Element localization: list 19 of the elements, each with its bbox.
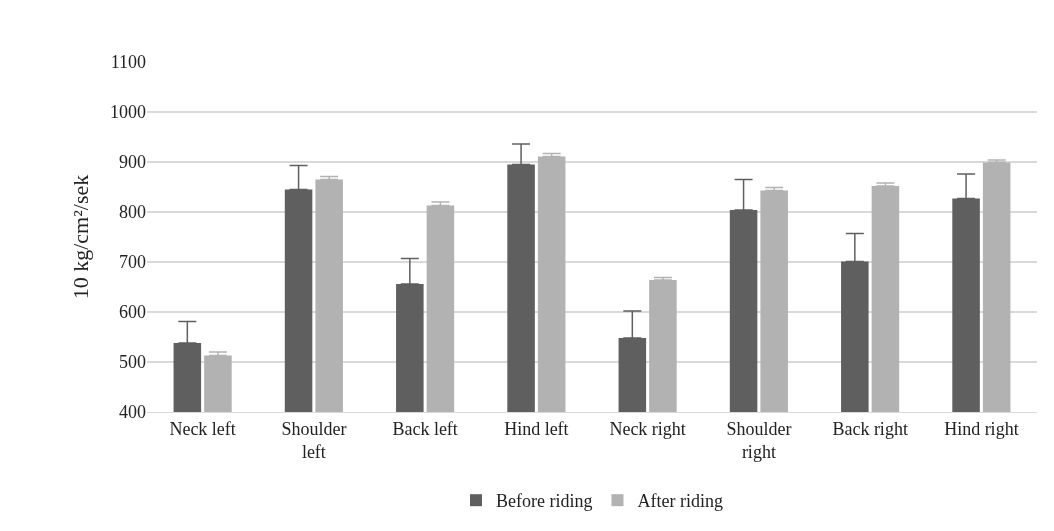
x-tick-label: Neck left [169, 418, 236, 439]
x-tick-label: Shoulder left [281, 418, 347, 462]
y-tick-label: 700 [119, 252, 146, 273]
x-tick-label: Back right [832, 418, 908, 439]
y-tick-label: 1100 [110, 52, 146, 73]
x-tick-label: Back left [392, 418, 458, 439]
x-tick-label: Hind left [504, 418, 569, 439]
y-tick-label: 800 [119, 202, 146, 223]
x-tick-label: Shoulder right [726, 418, 792, 462]
y-tick-label: 600 [119, 302, 146, 323]
legend-label: Before riding [496, 491, 593, 512]
x-tick-label: Hind right [944, 418, 1019, 439]
y-axis-title: 10 kg/cm²/sek [67, 174, 93, 300]
y-tick-label: 1000 [110, 102, 146, 123]
y-tick-label: 900 [119, 152, 146, 173]
legend-label: After riding [637, 491, 723, 512]
y-tick-label: 500 [119, 352, 146, 373]
y-tick-label: 400 [119, 402, 146, 423]
x-tick-label: Neck right [609, 418, 686, 439]
